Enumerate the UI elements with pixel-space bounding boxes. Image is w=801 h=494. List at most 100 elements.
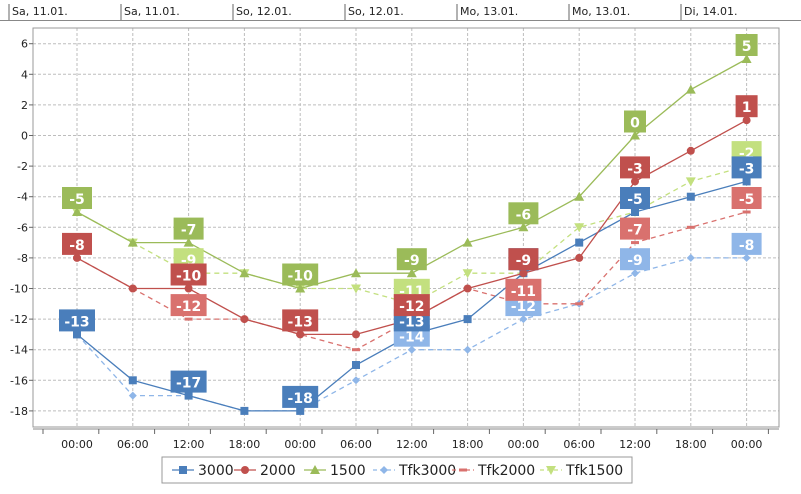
data-point-dash bbox=[459, 468, 467, 472]
data-label-box bbox=[170, 370, 207, 393]
data-label: -12 bbox=[176, 299, 201, 315]
x-tick-label: 00:00 bbox=[284, 438, 316, 451]
data-point-triangle bbox=[295, 283, 306, 293]
x-tick-label: 00:00 bbox=[61, 438, 93, 451]
data-label: -5 bbox=[627, 192, 643, 208]
data-point-square bbox=[463, 315, 472, 324]
data-label: -13 bbox=[399, 314, 424, 330]
x-tick-label: 06:00 bbox=[117, 438, 149, 451]
data-label-box bbox=[735, 95, 758, 118]
top-axis-strip bbox=[0, 0, 801, 20]
data-label: -17 bbox=[176, 376, 201, 392]
data-label-box bbox=[508, 248, 539, 271]
x-tick-label: 12:00 bbox=[396, 438, 428, 451]
y-tick-label: -18 bbox=[10, 405, 28, 418]
data-point-circle bbox=[240, 315, 249, 324]
data-point-diamond bbox=[463, 345, 472, 354]
data-point-square bbox=[575, 238, 584, 247]
data-point-triangle-down bbox=[685, 177, 696, 187]
data-point-triangle bbox=[406, 268, 417, 278]
data-label: -5 bbox=[739, 192, 755, 208]
data-label-box bbox=[62, 187, 92, 209]
data-point-dash bbox=[575, 302, 584, 306]
data-label: -14 bbox=[399, 330, 425, 346]
data-point-diamond bbox=[742, 253, 751, 262]
data-point-diamond bbox=[128, 391, 137, 400]
data-label-box bbox=[624, 110, 646, 133]
data-point-circle bbox=[241, 466, 249, 474]
data-label-box bbox=[620, 217, 650, 240]
top-tick-label: Mo, 13.01. bbox=[460, 5, 518, 18]
data-label: -8 bbox=[69, 238, 85, 254]
data-label-box bbox=[731, 187, 762, 209]
axes: Sa, 11.01. Sa, 11.01. So, 12.01. So, 12.01.… bbox=[0, 0, 801, 451]
y-tick-label: 2 bbox=[21, 99, 28, 112]
y-tick-label: -2 bbox=[17, 160, 28, 173]
data-point-square bbox=[352, 361, 360, 369]
data-point-circle bbox=[686, 146, 695, 155]
y-tick-label: 4 bbox=[21, 68, 28, 81]
legend-label: Tfk1500 bbox=[565, 463, 623, 479]
top-tick-label: So, 12.01. bbox=[236, 5, 292, 18]
data-label-box bbox=[393, 294, 430, 317]
data-point-square bbox=[742, 177, 751, 186]
data-point-diamond bbox=[631, 269, 639, 278]
legend-label: 1500 bbox=[330, 463, 366, 479]
data-point-square bbox=[686, 192, 695, 201]
data-label: -5 bbox=[69, 192, 85, 208]
x-tick-label: 06:00 bbox=[563, 438, 595, 451]
top-tick-label: So, 12.01. bbox=[348, 5, 404, 18]
data-point-triangle bbox=[310, 465, 320, 474]
y-tick-label: -6 bbox=[17, 221, 28, 234]
data-label: 0 bbox=[630, 116, 640, 132]
data-label: -11 bbox=[511, 284, 536, 300]
data-point-dash bbox=[742, 210, 751, 214]
data-point-circle bbox=[519, 269, 528, 278]
data-label-box bbox=[62, 232, 92, 255]
legend-label: Tfk2000 bbox=[477, 463, 535, 479]
data-label-box bbox=[620, 156, 650, 179]
legend: 3000 2000 1500 Tfk3000 Tfk2000 Tfk1500 bbox=[161, 456, 633, 484]
data-point-diamond bbox=[352, 376, 360, 385]
x-tick-label: 18:00 bbox=[452, 438, 484, 451]
data-point-dash bbox=[686, 225, 695, 229]
top-tick-label: Mo, 13.01. bbox=[572, 5, 630, 18]
data-label-box bbox=[170, 263, 207, 286]
data-point-circle bbox=[631, 177, 639, 186]
data-point-triangle bbox=[351, 268, 361, 278]
data-label: -12 bbox=[511, 299, 536, 315]
data-label: -10 bbox=[176, 269, 202, 285]
data-point-circle bbox=[463, 284, 472, 293]
y-tick-label: -14 bbox=[10, 344, 28, 357]
y-tick-label: -16 bbox=[10, 374, 28, 387]
data-point-triangle bbox=[630, 130, 640, 140]
data-label-box bbox=[282, 385, 319, 408]
y-tick-label: -12 bbox=[10, 313, 28, 326]
x-tick-label: 18:00 bbox=[675, 438, 707, 451]
data-label: -10 bbox=[288, 269, 314, 285]
data-point-triangle bbox=[72, 207, 82, 216]
data-label: -7 bbox=[181, 223, 197, 239]
y-tick-label: 0 bbox=[21, 130, 28, 143]
data-label-box bbox=[282, 309, 319, 332]
data-point-circle bbox=[352, 330, 360, 339]
data-point-circle bbox=[128, 284, 137, 293]
top-tick-label: Sa, 11.01. bbox=[12, 5, 68, 18]
data-label-box bbox=[396, 248, 427, 271]
x-tick-label: 06:00 bbox=[340, 438, 372, 451]
data-label-box bbox=[508, 202, 539, 225]
data-label: -9 bbox=[516, 253, 532, 269]
data-point-triangle-down bbox=[546, 466, 556, 475]
data-point-dash bbox=[352, 348, 360, 352]
data-label: -6 bbox=[516, 207, 532, 223]
legend-label: Tfk3000 bbox=[398, 463, 456, 479]
data-point-triangle bbox=[127, 237, 138, 247]
data-label-box bbox=[620, 248, 650, 271]
data-point-diamond bbox=[380, 466, 388, 474]
data-point-dash bbox=[184, 317, 193, 321]
legend-label: 3000 bbox=[198, 463, 234, 479]
data-label-box bbox=[170, 294, 207, 317]
